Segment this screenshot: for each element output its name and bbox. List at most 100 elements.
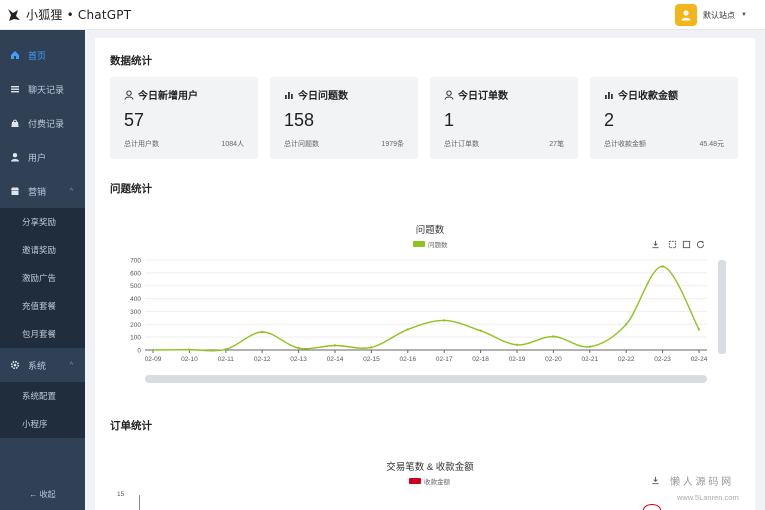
user-icon	[444, 90, 454, 100]
top-header: 小狐狸 • ChatGPT 默认站点 ▼	[0, 0, 765, 30]
sidebar-item-marketing[interactable]: 营销 ^	[0, 174, 85, 208]
y-tick-label: 200	[130, 322, 141, 329]
bag-icon	[10, 118, 20, 128]
y-tick-label: 500	[130, 283, 141, 290]
sidebar-subitem-incentive-ad[interactable]: 激励广告	[22, 273, 57, 283]
app-logo[interactable]: 小狐狸 • ChatGPT	[0, 0, 131, 30]
watermark-circle	[643, 504, 661, 510]
x-tick-label: 02-14	[327, 356, 344, 363]
sidebar-subitem-monthly-plan[interactable]: 包月套餐	[22, 329, 57, 339]
data-point	[224, 348, 227, 351]
app-title: 小狐狸 • ChatGPT	[26, 8, 132, 22]
question-line-chart[interactable]: 0 100 200 300 400 500 600 700 02-09 02-10 02-11 02-…	[95, 250, 755, 390]
x-tick-label: 02-12	[254, 356, 271, 363]
stat-card-orders: 今日订单数 1 总计订单数 27笔	[430, 77, 578, 159]
watermark-text: 懒 人 源 码 网	[670, 477, 732, 488]
data-point	[188, 348, 191, 351]
watermark-url: www.5Lanren.com	[677, 493, 739, 502]
data-point	[588, 345, 591, 348]
card-foot-label: 总计问题数	[284, 141, 319, 148]
question-chart-legend[interactable]: 问题数	[413, 239, 448, 249]
user-menu[interactable]: 默认站点 ▼	[675, 4, 747, 26]
card-title: 今日订单数	[458, 91, 508, 102]
x-tick-label: 02-18	[472, 356, 489, 363]
x-tick-label: 02-24	[691, 356, 708, 363]
order-chart-legend[interactable]: 收款金额	[409, 476, 450, 486]
data-point	[515, 343, 519, 347]
sidebar-item-users[interactable]: 用户	[0, 140, 85, 174]
legend-swatch	[409, 478, 421, 484]
stats-section-title: 数据统计	[110, 55, 152, 67]
question-chart-title: 问题数	[415, 225, 445, 236]
data-point	[151, 348, 155, 352]
sidebar-item-label: 付费记录	[28, 118, 65, 129]
data-point	[552, 335, 555, 338]
chevron-up-icon: ^	[69, 187, 73, 195]
avatar[interactable]	[675, 4, 698, 26]
legend-label: 收款金额	[424, 479, 450, 486]
sidebar-item-label: 系统	[28, 360, 47, 371]
sidebar-item-chat-records[interactable]: 聊天记录	[0, 72, 85, 106]
shop-icon	[10, 186, 20, 196]
data-point	[261, 330, 264, 334]
x-tick-label: 02-11	[218, 356, 235, 363]
chevron-up-icon: ^	[69, 361, 73, 369]
list-icon	[10, 84, 20, 94]
zoom-area-icon[interactable]	[668, 240, 677, 249]
y-tick-label: 700	[130, 258, 141, 265]
series-line	[152, 265, 700, 352]
legend-swatch	[413, 241, 425, 247]
chart-vertical-scrollbar[interactable]	[718, 260, 726, 354]
card-value: 2	[604, 110, 615, 130]
sidebar-subitem-system-config[interactable]: 系统配置	[22, 391, 57, 401]
stat-card-revenue: 今日收款金额 2 总计收款金额 45.48元	[590, 77, 738, 159]
card-foot-value: 1979条	[381, 141, 404, 148]
sidebar-item-label: 首页	[28, 50, 47, 61]
card-value: 57	[124, 110, 145, 130]
download-icon[interactable]	[651, 476, 660, 485]
sidebar-item-system[interactable]: 系统 ^	[0, 348, 85, 382]
card-title: 今日新增用户	[138, 91, 198, 102]
zoom-reset-icon[interactable]	[682, 240, 691, 249]
sidebar-item-label: 聊天记录	[28, 84, 65, 95]
legend-label: 问题数	[428, 242, 448, 249]
sidebar-item-label: 用户	[28, 152, 47, 163]
order-chart-y-tick: 15	[117, 491, 125, 498]
sidebar-subitem-share-reward[interactable]: 分享奖励	[22, 217, 57, 227]
card-foot-value: 45.48元	[699, 141, 724, 148]
order-chart-y-axis	[139, 495, 140, 510]
bar-chart-icon	[285, 91, 293, 99]
caret-down-icon[interactable]: ▼	[741, 12, 747, 18]
home-icon	[10, 50, 20, 60]
x-tick-label: 02-16	[399, 356, 416, 363]
card-title: 今日收款金额	[618, 91, 678, 102]
x-tick-label: 02-23	[654, 356, 671, 363]
user-icon	[10, 152, 20, 162]
fox-logo-icon	[8, 8, 20, 21]
main-content: 数据统计 今日新增用户 57 总计用户数 1084人 今日问题数 158 总计问…	[95, 38, 755, 510]
card-foot-label: 总计收款金额	[604, 141, 646, 148]
bar-chart-icon	[605, 91, 613, 99]
x-tick-label: 02-17	[436, 356, 453, 363]
gear-icon	[10, 360, 20, 370]
card-value: 158	[284, 110, 315, 130]
collapse-button[interactable]: ← 收起	[29, 490, 56, 499]
data-point	[661, 265, 664, 268]
x-tick-label: 02-19	[509, 356, 526, 363]
data-point	[297, 346, 300, 350]
stat-card-new-users: 今日新增用户 57 总计用户数 1084人	[110, 77, 258, 159]
marketing-submenu: 分享奖励 邀请奖励 激励广告 充值套餐 包月套餐	[0, 208, 85, 348]
sidebar-item-payments[interactable]: 付费记录	[0, 106, 85, 140]
x-tick-label: 02-20	[545, 356, 562, 363]
sidebar-subitem-invite-reward[interactable]: 邀请奖励	[22, 245, 57, 255]
download-icon[interactable]	[651, 240, 660, 249]
sidebar-subitem-mini-program[interactable]: 小程序	[22, 419, 48, 429]
y-tick-label: 600	[130, 270, 141, 277]
orders-section-title: 订单统计	[110, 420, 152, 432]
sidebar-item-home[interactable]: 首页	[0, 38, 85, 72]
data-point	[370, 346, 373, 349]
y-tick-label: 0	[137, 348, 141, 355]
chart-range-scrollbar[interactable]	[145, 375, 707, 383]
refresh-icon[interactable]	[696, 240, 705, 249]
sidebar-subitem-recharge-plan[interactable]: 充值套餐	[22, 301, 57, 311]
